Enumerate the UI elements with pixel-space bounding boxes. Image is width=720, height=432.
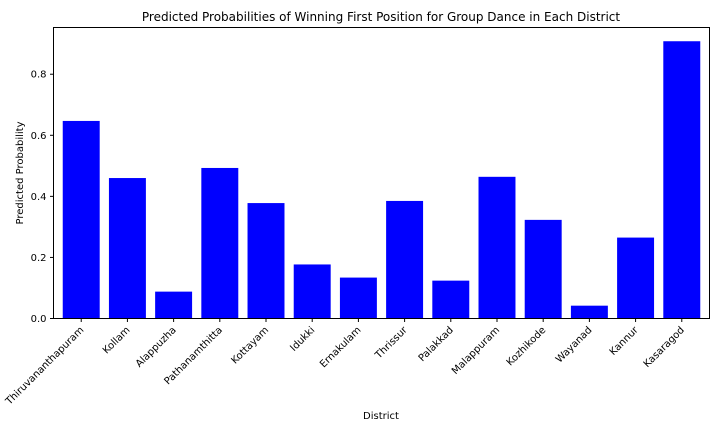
bar-wayanad [570, 305, 608, 319]
x-axis-label: District [363, 411, 399, 422]
plot-frame [53, 27, 710, 319]
x-tick-label: Idukki [288, 325, 317, 354]
bar-thiruvananthapuram [62, 120, 100, 319]
bar-kollam [108, 178, 146, 319]
x-tick-label: Kollam [101, 325, 133, 357]
bar-alappuzha [155, 291, 193, 319]
y-tick-label: 0.4 [31, 192, 47, 203]
x-axis: Thiruvananthapuram Kollam AlappuzhaPathana… [3, 318, 687, 408]
bar-palakkad [432, 280, 470, 319]
bar-kozhikode [524, 219, 562, 319]
y-tick-label: 0.2 [31, 253, 47, 264]
x-tick-label: Malappuram [450, 325, 502, 377]
x-tick-label: Kasaragod [642, 325, 687, 370]
bar-pathanamthitta [201, 167, 239, 319]
bar-thrissur [386, 200, 424, 319]
bar-kottayam [247, 203, 285, 319]
x-tick-label: Kottayam [229, 325, 271, 367]
y-tick-label: 0.6 [31, 131, 47, 142]
bar-malappuram [478, 176, 516, 319]
x-tick-label: Thrissur [373, 324, 411, 362]
y-axis: 0.0 0.2 0.4 0.6 0.8 [31, 70, 54, 325]
y-tick-label: 0.0 [31, 314, 47, 325]
x-tick-label: Palakkad [417, 325, 456, 364]
bar-kasaragod [663, 41, 701, 319]
chart-title: Predicted Probabilities of Winning First… [142, 10, 621, 24]
x-tick-label: Ernakulam [318, 325, 363, 370]
y-tick-label: 0.8 [31, 70, 47, 81]
y-axis-label: Predicted Probability [15, 121, 26, 224]
bar-idukki [293, 264, 331, 319]
bar-ernakulam [339, 277, 377, 319]
bar-kannur [617, 237, 655, 319]
x-tick-label: Thiruvananthapuram [3, 325, 86, 408]
x-tick-label: Wayanad [554, 325, 594, 365]
x-tick-label: Alappuzha [134, 325, 179, 370]
x-tick-label: Kannur [608, 324, 642, 358]
bars-group [62, 41, 701, 319]
x-tick-label: Kozhikode [505, 325, 549, 369]
